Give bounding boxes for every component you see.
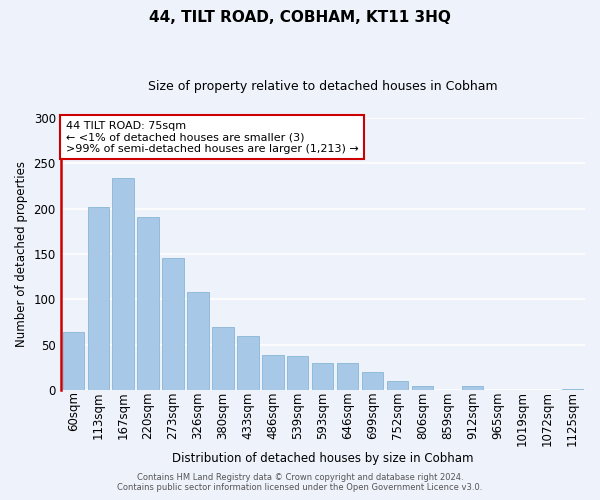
Bar <box>312 363 334 390</box>
Bar <box>462 386 483 390</box>
Text: 44 TILT ROAD: 75sqm
← <1% of detached houses are smaller (3)
>99% of semi-detach: 44 TILT ROAD: 75sqm ← <1% of detached ho… <box>66 120 359 154</box>
Bar <box>163 258 184 390</box>
Bar <box>187 292 209 390</box>
Bar <box>412 386 433 390</box>
Y-axis label: Number of detached properties: Number of detached properties <box>15 161 28 347</box>
Bar <box>287 356 308 390</box>
Bar <box>362 372 383 390</box>
Text: Contains HM Land Registry data © Crown copyright and database right 2024.
Contai: Contains HM Land Registry data © Crown c… <box>118 473 482 492</box>
Bar <box>238 336 259 390</box>
Bar <box>337 363 358 390</box>
Text: 44, TILT ROAD, COBHAM, KT11 3HQ: 44, TILT ROAD, COBHAM, KT11 3HQ <box>149 10 451 25</box>
Bar <box>262 354 284 390</box>
Bar <box>387 381 409 390</box>
Title: Size of property relative to detached houses in Cobham: Size of property relative to detached ho… <box>148 80 497 93</box>
X-axis label: Distribution of detached houses by size in Cobham: Distribution of detached houses by size … <box>172 452 473 465</box>
Bar <box>562 389 583 390</box>
Bar <box>88 206 109 390</box>
Bar <box>137 216 158 390</box>
Bar <box>62 332 84 390</box>
Bar <box>112 178 134 390</box>
Bar <box>212 328 233 390</box>
